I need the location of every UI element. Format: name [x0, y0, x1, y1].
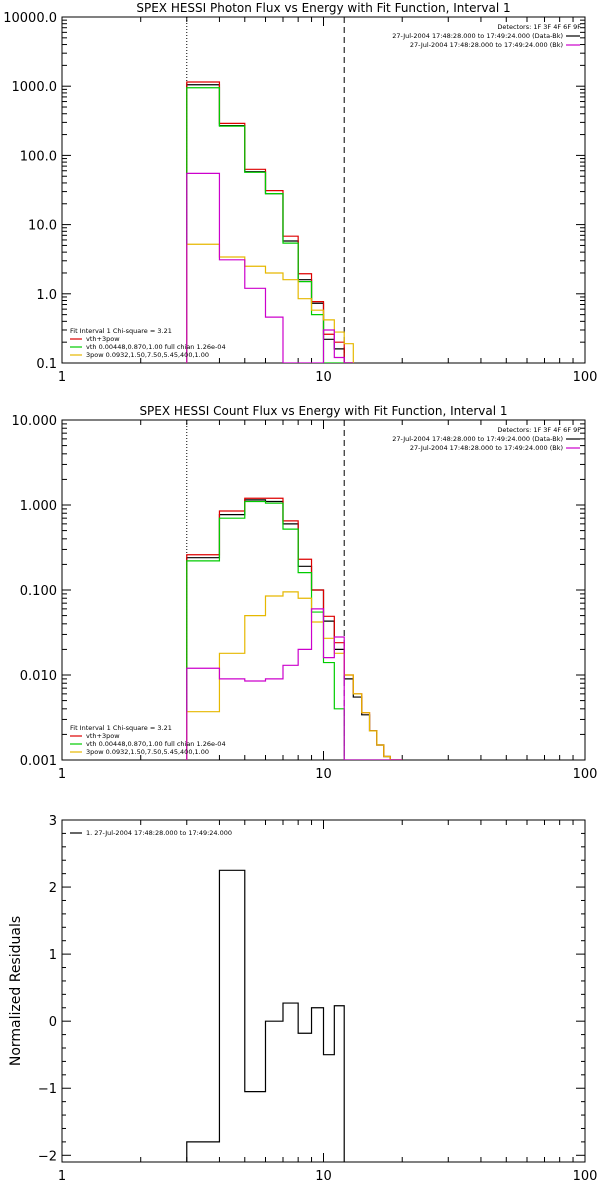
legend-entry: vth+3pow — [86, 732, 120, 740]
info-line: 27-Jul-2004 17:48:28.000 to 17:49:24.000… — [410, 444, 563, 452]
y-tick-label: 1.000 — [20, 499, 57, 514]
series-line-0 — [186, 869, 345, 1162]
series-line-2 — [186, 500, 403, 760]
chart-title: SPEX HESSI Photon Flux vs Energy with Fi… — [136, 1, 510, 15]
residuals-panel: 1 10 100 −2 −1 0 1 2 3 Normalized Residuals 1. 27-… — [8, 814, 597, 1184]
y-tick-label: 0.1 — [36, 357, 57, 372]
y-tick-label: −2 — [38, 1149, 57, 1164]
photon-flux-panel: SPEX HESSI Photon Flux vs Energy with Fi… — [3, 1, 597, 385]
series-line-1 — [186, 81, 354, 363]
legend-entry: vth 0.00448,0.870,1.00 full chian 1.26e-… — [86, 740, 226, 748]
series-line-4 — [186, 608, 403, 760]
count-flux-panel: SPEX HESSI Count Flux vs Energy with Fit… — [12, 404, 598, 782]
legend-header: Fit Interval 1 Chi-square = 3.21 — [70, 724, 172, 732]
series-line-3 — [186, 243, 354, 363]
y-tick-label: 1000.0 — [12, 80, 58, 95]
x-tick-label: 1 — [58, 1169, 66, 1184]
legend-entry: 3pow 0.0932,1.50,7.50,5.45,400,1.00 — [86, 748, 209, 756]
y-axis-label: Normalized Residuals — [8, 916, 24, 1066]
legend-entry: 1. 27-Jul-2004 17:48:28.000 to 17:49:24.… — [86, 829, 232, 837]
y-tick-label: 10.000 — [12, 414, 58, 429]
data-layer — [186, 869, 345, 1162]
y-tick-label: 1.0 — [36, 288, 57, 303]
y-tick-label: 10000.0 — [3, 11, 57, 26]
y-tick-label: 0.010 — [20, 669, 57, 684]
x-tick-label: 100 — [573, 370, 598, 385]
y-tick-label: 10.0 — [28, 219, 57, 234]
series-line-0 — [186, 84, 354, 363]
info-line: 27-Jul-2004 17:48:28.000 to 17:49:24.000… — [392, 435, 563, 443]
plot-frame — [61, 819, 586, 1163]
y-tick-label: 3 — [49, 814, 57, 829]
data-layer — [186, 497, 403, 760]
x-tick-label: 100 — [573, 1169, 598, 1184]
info-line: 27-Jul-2004 17:48:28.000 to 17:49:24.000… — [392, 32, 563, 40]
x-tick-label: 1 — [58, 767, 66, 782]
x-tick-label: 10 — [315, 370, 332, 385]
y-tick-label: 0.100 — [20, 584, 57, 599]
x-tick-label: 10 — [315, 767, 332, 782]
series-line-4 — [186, 172, 354, 363]
info-line: Detectors: 1F 3F 4F 6F 9F — [497, 23, 581, 31]
legend-entry: vth 0.00448,0.870,1.00 full chian 1.26e-… — [86, 343, 226, 351]
series-line-2 — [186, 87, 354, 363]
y-tick-label: 2 — [49, 881, 57, 896]
data-layer — [186, 81, 354, 363]
legend-entry: 3pow 0.0932,1.50,7.50,5.45,400,1.00 — [86, 351, 209, 359]
y-tick-label: 1 — [49, 948, 57, 963]
x-tick-label: 100 — [573, 767, 598, 782]
x-tick-label: 1 — [58, 370, 66, 385]
y-tick-label: 0.001 — [20, 754, 57, 769]
info-line: 27-Jul-2004 17:48:28.000 to 17:49:24.000… — [410, 41, 563, 49]
y-tick-label: 100.0 — [20, 149, 57, 164]
info-line: Detectors: 1F 3F 4F 6F 9F — [497, 426, 581, 434]
legend-entry: vth+3pow — [86, 335, 120, 343]
y-tick-label: −1 — [38, 1082, 57, 1097]
y-tick-label: 0 — [49, 1015, 57, 1030]
chart-title: SPEX HESSI Count Flux vs Energy with Fit… — [139, 404, 507, 418]
x-tick-label: 10 — [315, 1169, 332, 1184]
legend-header: Fit Interval 1 Chi-square = 3.21 — [70, 327, 172, 335]
